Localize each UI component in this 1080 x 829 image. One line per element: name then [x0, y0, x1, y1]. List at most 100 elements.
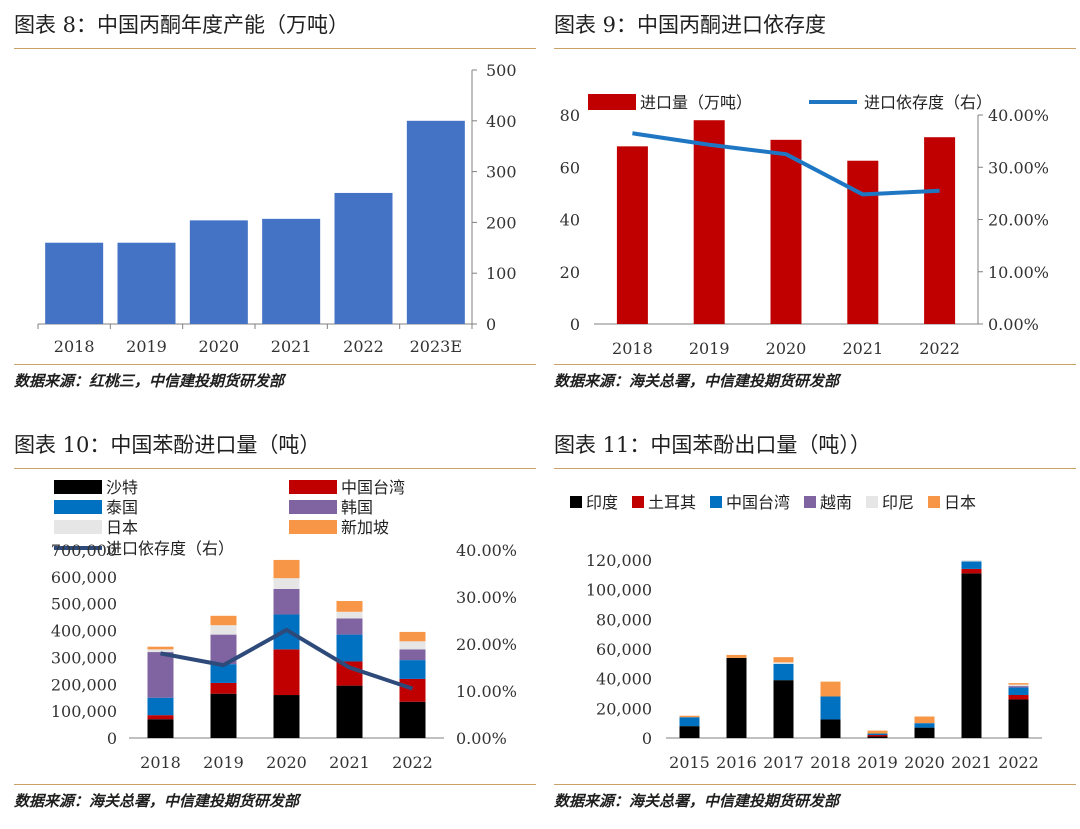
y-tick-label: 80,000: [596, 610, 652, 629]
bar: [45, 242, 104, 324]
source-note: 数据来源：红桃三，中信建投期货研发部: [14, 372, 285, 390]
panel-phenol-imports: 图表 10：中国苯酚进口量（吨） 沙特 中国台湾 泰国 韩国 日本 新加坡 进口依存度（右）…: [14, 428, 536, 828]
legend-label: 印度: [586, 493, 618, 512]
x-tick-label: 2018: [54, 337, 95, 356]
x-tick-label: 2019: [689, 339, 730, 358]
panel-title: 图表 11：中国苯酚出口量（吨））: [554, 433, 871, 457]
legend-swatch: [54, 480, 102, 494]
y-tick-label: 0: [642, 729, 652, 748]
bar-segment: [336, 601, 363, 612]
bar-segment: [1008, 683, 1029, 685]
bar-segment: [336, 661, 363, 686]
title-divider: [14, 48, 536, 49]
x-tick-label: 2022: [998, 753, 1039, 772]
y-tick-label: 100,000: [51, 702, 117, 721]
y-tick-label: 300,000: [51, 648, 117, 667]
bar-segment: [679, 717, 700, 727]
x-tick-label: 2020: [266, 753, 307, 772]
bar-segment: [147, 719, 174, 738]
bar-segment: [867, 735, 888, 737]
y2-tick-label: 30.00%: [988, 158, 1049, 177]
bar: [693, 120, 725, 324]
y-tick-label: 120,000: [586, 551, 652, 570]
bar-segment: [210, 693, 237, 738]
bar-segment: [1008, 694, 1029, 700]
bar-segment: [210, 664, 237, 683]
legend-swatch: [866, 496, 878, 508]
y-tick-label: 700,000: [51, 541, 117, 560]
bar-segment: [914, 716, 935, 724]
bar: [406, 120, 465, 324]
bar-segment: [773, 663, 794, 681]
legend-swatch: [632, 496, 644, 508]
bar-segment: [820, 696, 841, 720]
bar-segment: [399, 701, 426, 738]
legend-swatch: [928, 496, 940, 508]
bar-segment: [210, 625, 237, 635]
legend-label: 土耳其: [648, 493, 696, 512]
y-tick-label: 40: [560, 211, 580, 230]
y-tick-label: 20,000: [596, 699, 652, 718]
chart-acetone-capacity: 0 100 200 300 400 500 2018 2019 2020 2021 2022 2023…: [37, 61, 517, 356]
bar: [616, 146, 648, 324]
bar-segment: [961, 561, 982, 569]
legend-swatch: [54, 520, 102, 534]
legend-swatch: [289, 480, 337, 494]
x-tick-label: 2021: [271, 337, 312, 356]
y-tick-label: 100: [486, 264, 517, 283]
x-tick-label: 2022: [919, 339, 960, 358]
source-divider: [14, 784, 536, 785]
legend-label: 进口量（万吨）: [640, 93, 752, 112]
x-tick-label: 2021: [951, 753, 992, 772]
legend-swatch-bar: [588, 94, 636, 110]
bar-segment: [399, 678, 426, 702]
source-divider: [14, 364, 536, 365]
y-tick-label: 20: [560, 263, 580, 282]
bar: [262, 218, 321, 324]
x-tick-label: 2021: [329, 753, 370, 772]
bar-segment: [273, 695, 300, 738]
y-tick-label: 400,000: [51, 622, 117, 641]
legend-label: 中国台湾: [341, 478, 405, 497]
bar-segment: [867, 730, 888, 734]
bar-segment: [399, 631, 426, 642]
title-divider: [554, 468, 1076, 469]
bar-segment: [1008, 699, 1029, 738]
bar-segment: [1008, 686, 1029, 688]
bar-segment: [773, 662, 794, 664]
bar-segment: [1008, 684, 1029, 687]
x-tick-label: 2018: [140, 753, 181, 772]
bar-segment: [867, 733, 888, 736]
y-tick-label: 0: [570, 315, 580, 334]
legend-swatch: [570, 496, 582, 508]
bar: [770, 139, 802, 324]
legend-label: 韩国: [341, 498, 373, 517]
bar-segment: [147, 646, 174, 650]
legend-label: 泰国: [106, 498, 138, 517]
bar-segment: [210, 615, 237, 626]
x-tick-label: 2021: [842, 339, 883, 358]
y-tick-label: 80: [560, 106, 580, 125]
panel-acetone-import-dependency: 图表 9：中国丙酮进口依存度 进口量（万吨） 进口依存度（右） 0 20 40 60 80 0…: [554, 8, 1076, 408]
legend-label: 越南: [820, 493, 852, 512]
y-tick-label: 600,000: [51, 568, 117, 587]
y-tick-label: 500,000: [51, 595, 117, 614]
x-tick-label: 2019: [203, 753, 244, 772]
bar-segment: [773, 657, 794, 663]
y-tick-label: 400: [486, 112, 517, 131]
y-tick-label: 200: [486, 213, 517, 232]
x-tick-label: 2019: [126, 337, 167, 356]
y-tick-label: 0: [107, 729, 117, 748]
bar-segment: [147, 715, 174, 720]
y-tick-label: 60,000: [596, 640, 652, 659]
legend-swatch: [289, 500, 337, 514]
y2-tick-label: 40.00%: [988, 106, 1049, 125]
bar-segment: [820, 719, 841, 738]
y2-tick-label: 30.00%: [456, 588, 517, 607]
legend-swatch: [710, 496, 722, 508]
x-tick-label: 2022: [343, 337, 384, 356]
source-note: 数据来源：海关总署，中信建投期货研发部: [554, 372, 840, 390]
legend-label: 新加坡: [341, 518, 389, 537]
panel-title: 图表 9：中国丙酮进口依存度: [554, 13, 827, 37]
